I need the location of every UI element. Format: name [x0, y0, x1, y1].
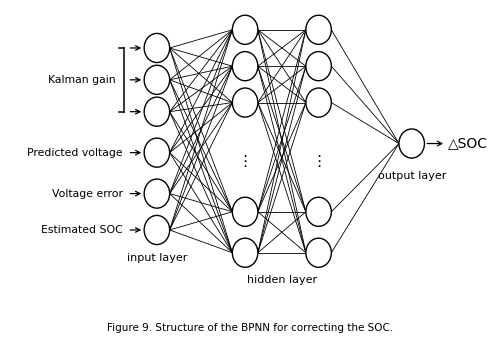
Ellipse shape — [306, 197, 332, 226]
Ellipse shape — [306, 88, 332, 117]
Ellipse shape — [306, 238, 332, 267]
Text: Figure 9. Structure of the BPNN for correcting the SOC.: Figure 9. Structure of the BPNN for corr… — [107, 323, 393, 333]
Text: △SOC: △SOC — [448, 137, 488, 151]
Ellipse shape — [306, 52, 332, 81]
Ellipse shape — [144, 97, 170, 126]
Text: ⋮: ⋮ — [238, 154, 252, 169]
Ellipse shape — [232, 15, 258, 44]
Text: Predicted voltage: Predicted voltage — [27, 147, 122, 158]
Ellipse shape — [232, 88, 258, 117]
Text: Voltage error: Voltage error — [52, 188, 123, 199]
Ellipse shape — [399, 129, 424, 158]
Ellipse shape — [144, 34, 170, 62]
Ellipse shape — [306, 15, 332, 44]
Ellipse shape — [144, 138, 170, 167]
Ellipse shape — [232, 52, 258, 81]
Ellipse shape — [144, 65, 170, 94]
Text: Kalman gain: Kalman gain — [48, 75, 116, 85]
Text: Estimated SOC: Estimated SOC — [41, 225, 122, 235]
Text: hidden layer: hidden layer — [247, 276, 317, 285]
Text: output layer: output layer — [378, 171, 446, 181]
Ellipse shape — [144, 215, 170, 244]
Text: ⋮: ⋮ — [311, 154, 326, 169]
Ellipse shape — [232, 238, 258, 267]
Ellipse shape — [232, 197, 258, 226]
Ellipse shape — [144, 179, 170, 208]
Text: input layer: input layer — [126, 253, 187, 263]
